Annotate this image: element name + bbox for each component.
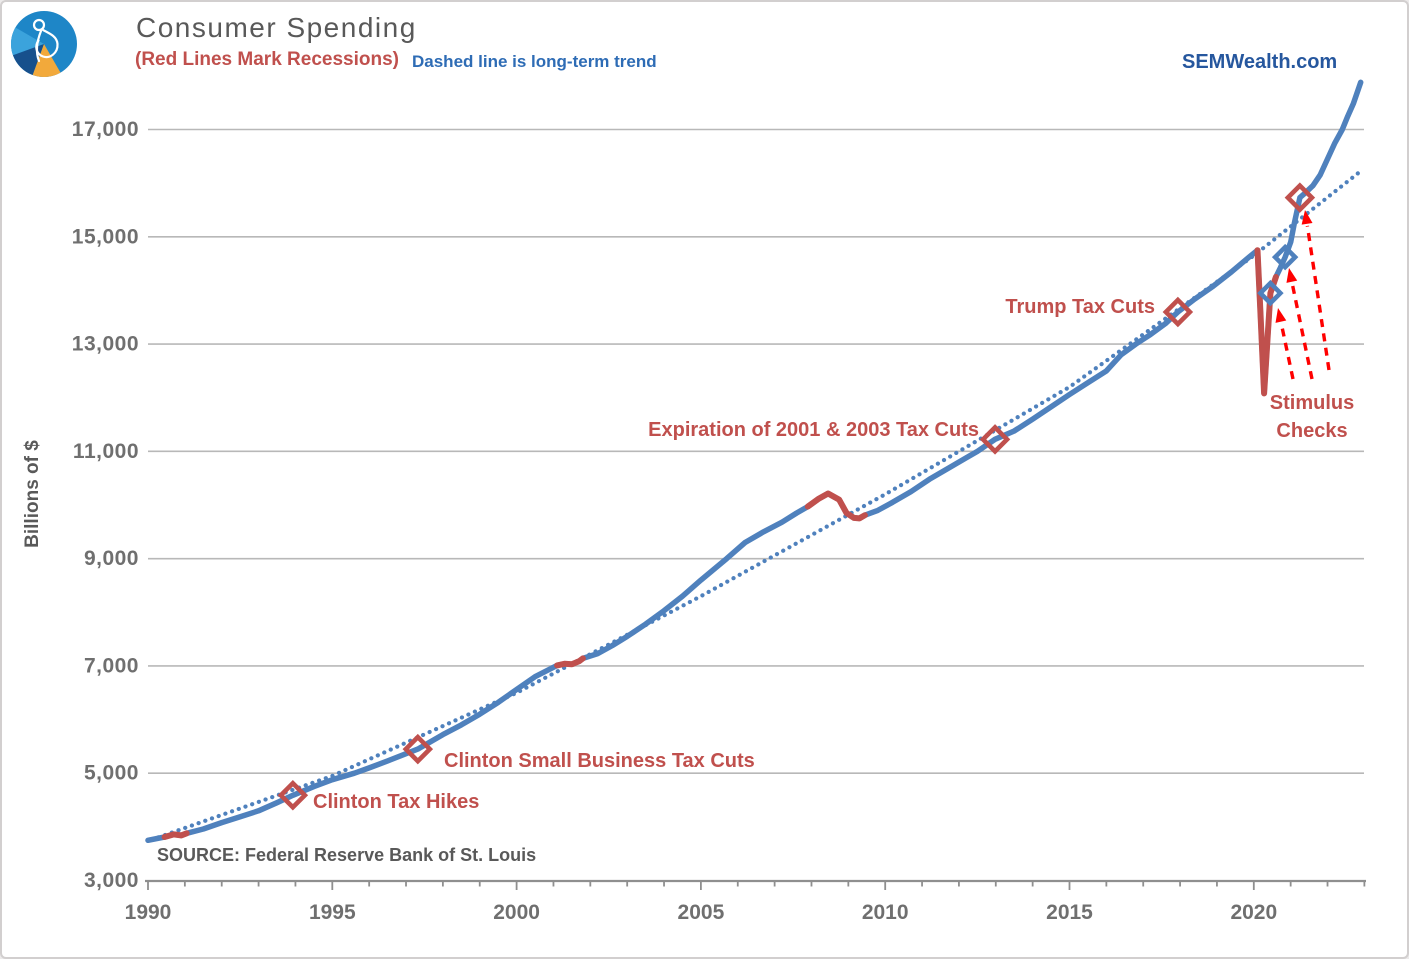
sem-wealth-logo (10, 11, 77, 78)
recession-line (804, 490, 868, 522)
stimulus-arrow-line (1305, 225, 1331, 371)
trend-line (149, 167, 1365, 842)
stimulus-arrow-line (1279, 323, 1295, 380)
stimulus-arrow-head (1275, 308, 1287, 323)
trend (149, 167, 1365, 842)
y-tick-label: 9,000 (84, 547, 139, 570)
page-title: Consumer Spending (136, 12, 417, 43)
stimulus-check-3-diamond-marker (1284, 182, 1316, 213)
watermark-semwealth: SEMWealth.com (1182, 51, 1338, 73)
subtitle-trend-note: Dashed line is long-term trend (412, 52, 657, 71)
y-axis-labels: 3,000 5,000 7,000 9,000 11,000 13,000 15,000 17… (72, 118, 139, 892)
recession-segments (161, 247, 1279, 840)
annotation-clinton-small-business: Clinton Small Business Tax Cuts (444, 750, 755, 772)
y-tick-label: 11,000 (73, 440, 139, 463)
expiration-2001-2003-diamond-marker (979, 424, 1011, 455)
recession-line (161, 830, 190, 840)
stimulus-check-1-diamond-marker (1257, 279, 1284, 307)
y-axis-title: Billions of $ (22, 440, 43, 548)
y-tick-label: 17,000 (72, 118, 139, 141)
clinton-small-business-diamond-marker (402, 733, 434, 765)
annotation-trump-tax-cuts: Trump Tax Cuts (1005, 296, 1155, 318)
annotation-clinton-tax-hikes: Clinton Tax Hikes (313, 791, 480, 813)
x-tick-label: 2010 (862, 901, 909, 924)
stimulus-arrow-line (1290, 283, 1314, 380)
recession-line (554, 655, 586, 669)
y-tick-label: 13,000 (72, 333, 139, 356)
gridlines (148, 128, 1364, 775)
logo-figure-icon (32, 18, 59, 63)
stimulus-arrows (1275, 210, 1331, 380)
spending-series (145, 79, 1364, 844)
y-tick-label: 7,000 (84, 654, 139, 677)
y-tick-label: 5,000 (84, 762, 139, 785)
x-tick-label: 2000 (493, 901, 540, 924)
annotation-stimulus-checks: Stimulus Checks (1260, 389, 1364, 445)
stimulus-label-line1: Stimulus (1269, 392, 1355, 414)
spending-line (145, 79, 1364, 844)
stimulus-arrow-head (1301, 210, 1313, 225)
stimulus-check-2-diamond-marker (1271, 243, 1299, 271)
x-tick-label: 2005 (678, 901, 725, 924)
subtitle-recessions: (Red Lines Mark Recessions) (135, 49, 399, 70)
event-markers (277, 182, 1316, 811)
source-note: SOURCE: Federal Reserve Bank of St. Loui… (157, 845, 537, 865)
x-tick-label: 2020 (1230, 901, 1277, 924)
recession-line (1254, 247, 1279, 397)
x-axis: 1990 1995 2000 2005 2010 2015 2020 (125, 879, 1366, 924)
trump-tax-cuts-diamond-marker (1162, 296, 1194, 328)
clinton-tax-hikes-diamond-marker (277, 780, 309, 811)
y-tick-label: 15,000 (72, 225, 139, 248)
annotation-expiration-tax-cuts: Expiration of 2001 & 2003 Tax Cuts (648, 419, 979, 441)
y-tick-label: 3,000 (84, 869, 139, 892)
stimulus-arrow-head (1286, 268, 1298, 283)
stimulus-label-line2: Checks (1276, 420, 1348, 442)
x-tick-label: 2015 (1046, 901, 1093, 924)
x-tick-label: 1995 (309, 901, 356, 924)
x-tick-label: 1990 (125, 901, 172, 924)
